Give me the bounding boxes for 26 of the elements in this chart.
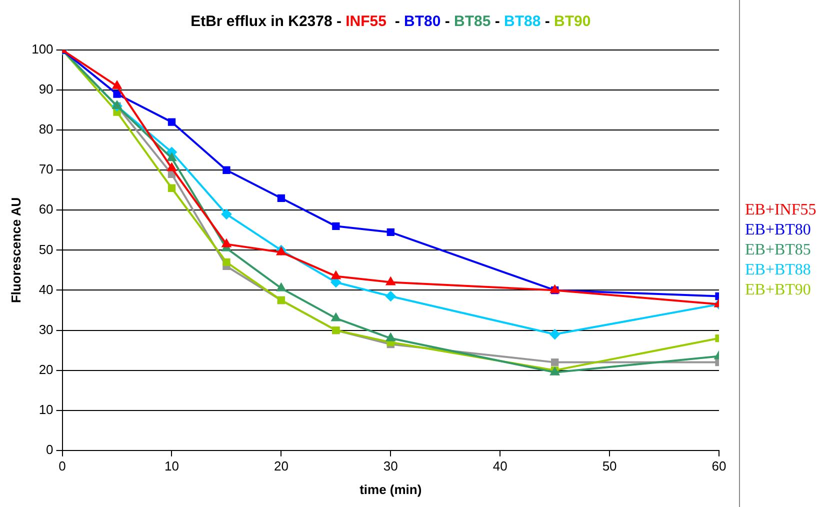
x-tick-label: 50 xyxy=(602,458,617,474)
y-tick-label: 100 xyxy=(32,42,54,57)
y-tick-label: 40 xyxy=(38,282,54,297)
text: EB+BT90 xyxy=(745,281,811,298)
x-tick-label: 60 xyxy=(712,458,726,474)
y-tick-label: 30 xyxy=(38,322,54,337)
text: EB+BT80 xyxy=(745,221,811,238)
y-tick-label: 50 xyxy=(38,242,54,257)
x-tick-label: 10 xyxy=(164,458,179,474)
y-tick-label: 90 xyxy=(38,82,54,97)
x-tick-label: 40 xyxy=(492,458,508,474)
text: EB+BT88 xyxy=(745,261,811,278)
y-axis-title: Fluorescence AU xyxy=(8,197,24,304)
text: EB+BT85 xyxy=(745,241,811,258)
x-axis-title: time (min) xyxy=(360,482,422,497)
y-tick-label: 60 xyxy=(38,202,54,217)
y-tick-label: 0 xyxy=(46,442,54,457)
chart-title: EtBr efflux in K2378 - INF55 - BT80 - BT85 - BT88 - BT90 xyxy=(190,13,591,30)
y-tick-label: 70 xyxy=(38,162,54,177)
y-tick-label: 20 xyxy=(38,362,54,377)
x-tick-label: 20 xyxy=(274,458,288,474)
x-tick-label: 0 xyxy=(58,458,66,474)
y-tick-label: 10 xyxy=(38,402,54,417)
x-tick-label: 30 xyxy=(383,458,398,474)
text: EB+INF55 xyxy=(745,201,816,218)
y-tick-label: 80 xyxy=(38,122,54,137)
